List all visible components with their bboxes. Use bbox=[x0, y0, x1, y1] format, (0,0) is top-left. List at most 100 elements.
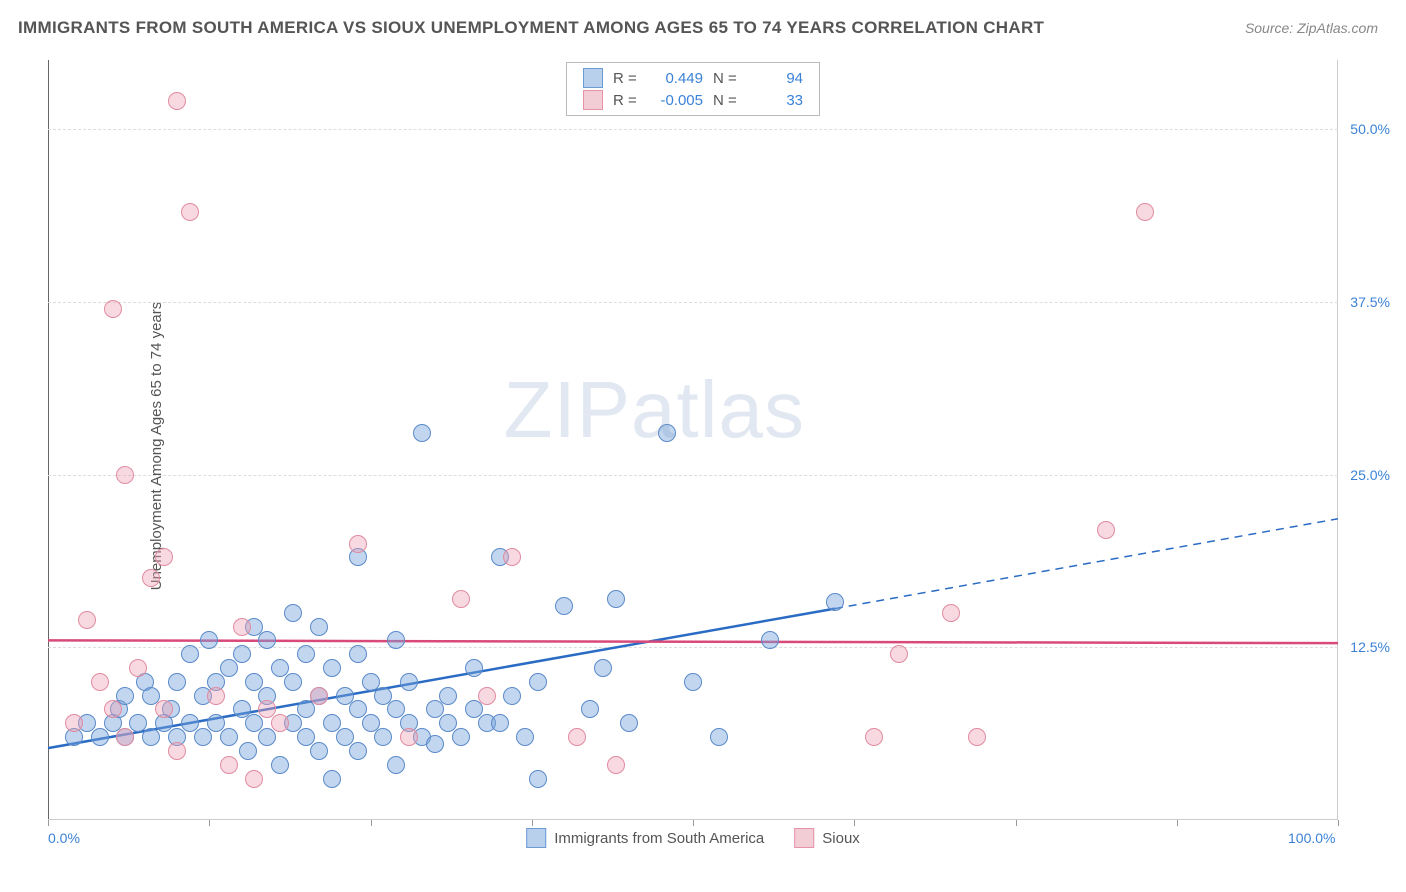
data-point bbox=[168, 742, 186, 760]
data-point bbox=[594, 659, 612, 677]
data-point bbox=[142, 569, 160, 587]
x-tick bbox=[209, 820, 210, 826]
data-point bbox=[452, 590, 470, 608]
data-point bbox=[104, 300, 122, 318]
data-point bbox=[400, 728, 418, 746]
data-point bbox=[116, 687, 134, 705]
data-point bbox=[271, 756, 289, 774]
y-tick-label: 12.5% bbox=[1350, 639, 1390, 655]
data-point bbox=[413, 424, 431, 442]
data-point bbox=[258, 728, 276, 746]
legend-n-label: N = bbox=[713, 70, 743, 87]
data-point bbox=[349, 645, 367, 663]
data-point bbox=[220, 756, 238, 774]
data-point bbox=[465, 659, 483, 677]
x-tick bbox=[371, 820, 372, 826]
x-tick bbox=[1177, 820, 1178, 826]
data-point bbox=[1136, 203, 1154, 221]
legend-series-label: Sioux bbox=[822, 830, 860, 847]
data-point bbox=[349, 535, 367, 553]
legend-row: R = 0.449 N = 94 bbox=[583, 67, 803, 89]
data-point bbox=[194, 728, 212, 746]
legend-item: Immigrants from South America bbox=[526, 828, 764, 848]
y-tick-label: 37.5% bbox=[1350, 294, 1390, 310]
legend-r-label: R = bbox=[613, 92, 643, 109]
data-point bbox=[155, 548, 173, 566]
data-point bbox=[233, 618, 251, 636]
data-point bbox=[607, 590, 625, 608]
y-tick-label: 25.0% bbox=[1350, 467, 1390, 483]
data-point bbox=[387, 631, 405, 649]
data-point bbox=[503, 687, 521, 705]
data-point bbox=[387, 756, 405, 774]
data-point bbox=[555, 597, 573, 615]
data-point bbox=[400, 673, 418, 691]
data-point bbox=[826, 593, 844, 611]
legend-swatch-icon bbox=[526, 828, 546, 848]
x-tick bbox=[854, 820, 855, 826]
y-tick-label: 50.0% bbox=[1350, 121, 1390, 137]
data-point bbox=[684, 673, 702, 691]
data-point bbox=[1097, 521, 1115, 539]
data-point bbox=[323, 770, 341, 788]
legend-swatch-icon bbox=[583, 68, 603, 88]
data-point bbox=[233, 645, 251, 663]
data-point bbox=[620, 714, 638, 732]
data-point bbox=[503, 548, 521, 566]
data-point bbox=[258, 631, 276, 649]
x-tick bbox=[693, 820, 694, 826]
legend-r-value: -0.005 bbox=[653, 92, 703, 109]
correlation-legend: R = 0.449 N = 94 R = -0.005 N = 33 bbox=[566, 62, 820, 116]
data-point bbox=[426, 735, 444, 753]
data-point bbox=[155, 700, 173, 718]
data-point bbox=[942, 604, 960, 622]
x-tick-label: 100.0% bbox=[1288, 830, 1335, 846]
data-point bbox=[374, 728, 392, 746]
data-point bbox=[168, 673, 186, 691]
legend-item: Sioux bbox=[794, 828, 860, 848]
data-point bbox=[220, 659, 238, 677]
legend-n-value: 94 bbox=[753, 70, 803, 87]
data-point bbox=[78, 611, 96, 629]
data-point bbox=[865, 728, 883, 746]
data-point bbox=[104, 700, 122, 718]
data-point bbox=[116, 466, 134, 484]
data-point bbox=[491, 714, 509, 732]
data-point bbox=[658, 424, 676, 442]
data-point bbox=[91, 728, 109, 746]
legend-swatch-icon bbox=[794, 828, 814, 848]
x-tick bbox=[1338, 820, 1339, 826]
data-point bbox=[890, 645, 908, 663]
data-point bbox=[297, 645, 315, 663]
data-point bbox=[129, 659, 147, 677]
data-point bbox=[207, 687, 225, 705]
source-label: Source: ZipAtlas.com bbox=[1245, 20, 1378, 36]
legend-row: R = -0.005 N = 33 bbox=[583, 89, 803, 111]
data-point bbox=[91, 673, 109, 691]
x-tick bbox=[1016, 820, 1017, 826]
data-point bbox=[516, 728, 534, 746]
legend-series-label: Immigrants from South America bbox=[554, 830, 764, 847]
data-point bbox=[581, 700, 599, 718]
chart-plot-area: ZIPatlas R = 0.449 N = 94 R = -0.005 N =… bbox=[48, 60, 1338, 820]
series-legend: Immigrants from South America Sioux bbox=[526, 828, 860, 848]
data-point bbox=[220, 728, 238, 746]
data-point bbox=[297, 700, 315, 718]
data-point bbox=[168, 92, 186, 110]
legend-swatch-icon bbox=[583, 90, 603, 110]
data-point bbox=[452, 728, 470, 746]
data-point bbox=[310, 687, 328, 705]
data-point bbox=[349, 742, 367, 760]
data-point bbox=[323, 659, 341, 677]
data-point bbox=[181, 645, 199, 663]
legend-r-label: R = bbox=[613, 70, 643, 87]
data-point bbox=[239, 742, 257, 760]
data-point bbox=[181, 203, 199, 221]
x-tick-label: 0.0% bbox=[48, 830, 80, 846]
data-point bbox=[761, 631, 779, 649]
legend-r-value: 0.449 bbox=[653, 70, 703, 87]
data-point bbox=[271, 714, 289, 732]
data-point bbox=[529, 770, 547, 788]
data-point bbox=[568, 728, 586, 746]
data-point bbox=[478, 687, 496, 705]
